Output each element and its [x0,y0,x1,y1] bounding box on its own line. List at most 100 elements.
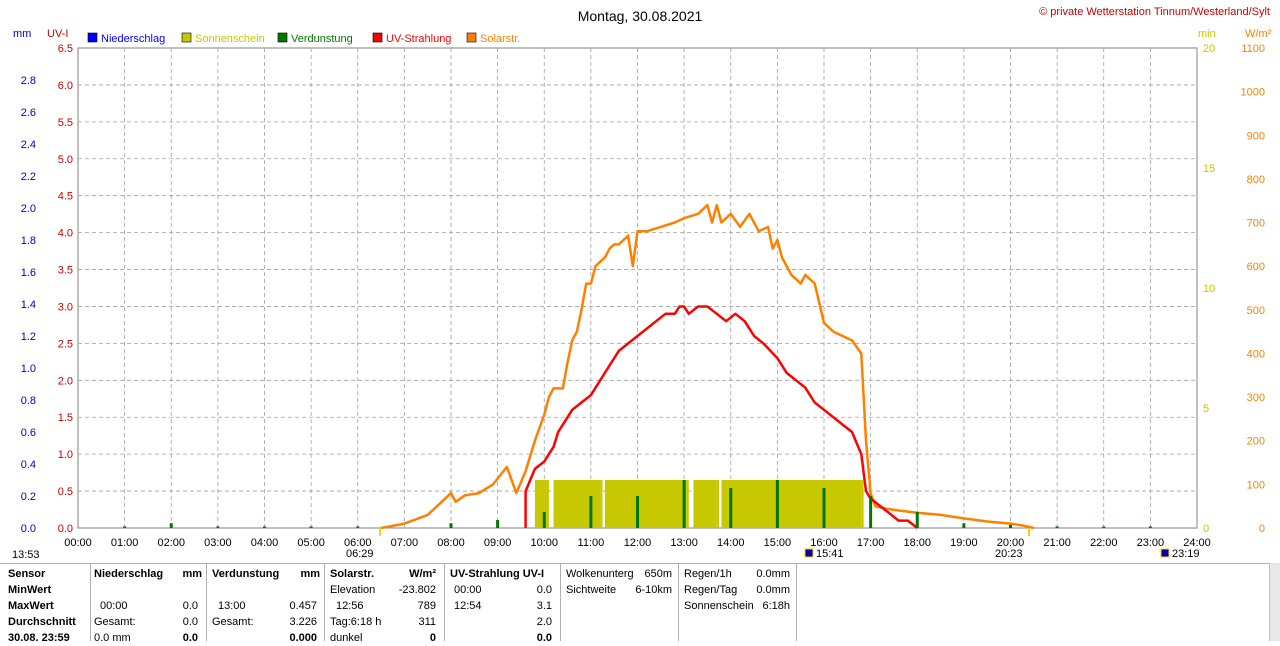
uv-tick-label: 4.0 [58,228,73,240]
legend-swatch [372,32,383,43]
legend-swatch [87,32,98,43]
time-marker-1: 15:41 [816,548,844,560]
x-tick-label: 20:00 [997,537,1025,549]
mm-tick-label: 0.2 [21,491,36,503]
wm2-tick-label: 1100 [1241,43,1265,55]
sunshine-bar [684,480,689,528]
solar-elevation-label: Elevation [330,584,376,596]
regentag-label: Regen/Tag [684,584,738,596]
x-tick-label: 17:00 [857,537,885,549]
x-tick-label: 19:00 [950,537,978,549]
regen1h-label: Regen/1h [684,568,732,580]
uv-tick-label: 1.5 [58,412,73,424]
stats-verdunstung-col: Verdunstung mm 13:00 0.457 Gesamt: 3.226 0.… [212,566,320,644]
regen1h-value: 0.0mm [756,568,790,580]
series-layer [123,203,1152,530]
verdunstung-header: Verdunstung [212,568,280,580]
wm2-tick-label: 400 [1247,348,1265,360]
uv-tick-label: 6.0 [58,80,73,92]
regentag-value: 0.0mm [756,584,790,596]
axis-ticks: 0.0 0.2 0.4 0.6 0.8 1.0 1.2 1.4 1.6 1.8 2.0 2.2 2.4 2… [21,43,1265,549]
x-tick-label: 10:00 [530,537,558,549]
sichtweite-value: 6-10km [635,584,672,596]
niederschlag-header: Niederschlag [94,568,164,580]
sunshine-bar [553,480,601,528]
verdunstung-max-time: 13:00 [218,600,246,612]
moon-icon [804,548,814,558]
sunshine-bar [693,480,717,528]
x-tick-label: 23:00 [1137,537,1165,549]
uv-tick-label: 3.0 [58,301,73,313]
solar-unit: W/m² [409,568,436,580]
x-tick-label: 04:00 [251,537,279,549]
verdunstung-unit: mm [300,568,320,580]
mm-tick-label: 0.6 [21,427,36,439]
axis-unit-uv: UV-I [47,28,68,40]
sonnenschein-label: Sonnenschein [684,600,754,612]
mm-tick-label: 2.8 [21,75,36,87]
sunshine-bar [534,480,545,528]
wm2-tick-label: 700 [1247,218,1265,230]
stats-wolken-col: Wolkenunterg 650m Sichtweite 6-10km [566,566,674,641]
legend-label: Solarstr. [480,33,520,45]
mm-tick-label: 2.0 [21,203,36,215]
time-marker-left: 13:53 [12,549,40,561]
stats-divider [324,563,325,641]
sunshine-bar [861,480,864,528]
mm-tick-label: 1.4 [21,299,36,311]
chart-title: Montag, 30.08.2021 [578,8,703,24]
stats-divider [206,563,207,641]
stats-sensor-col: Sensor MinWert MaxWert Durchschnitt 30.0… [8,566,90,644]
uv-tick-label: 6.5 [58,43,73,55]
uv-min-time: 00:00 [454,584,482,596]
niederschlag-gesamt-value: 0.0 [182,616,198,628]
wm2-tick-label: 200 [1247,436,1265,448]
solar-tag-value: 311 [418,616,436,628]
sunshine-bar [716,480,720,528]
stats-divider [90,563,91,641]
solar-header: Solarstr. [330,568,375,580]
niederschlag-last-left: 0.0 mm [94,632,131,644]
axis-unit-mm: mm [13,28,31,40]
sunset-marker: 20:23 [995,548,1023,560]
grid [77,47,1198,529]
wolken-value: 650m [644,568,672,580]
x-tick-label: 09:00 [484,537,512,549]
stats-regen-col: Regen/1h 0.0mm Regen/Tag 0.0mm Sonnenschei… [684,566,792,641]
wm2-tick-label: 600 [1247,261,1265,273]
x-tick-label: 15:00 [764,537,792,549]
x-tick-label: 22:00 [1090,537,1118,549]
x-tick-label: 13:00 [670,537,698,549]
x-tick-label: 02:00 [157,537,185,549]
sichtweite-label: Sichtweite [566,584,617,596]
legend-swatch [466,32,477,43]
solar-dunkel-value: 0 [429,632,436,644]
mm-tick-label: 2.6 [21,107,36,119]
verdunstung-gesamt-value: 3.226 [289,616,317,628]
time-markers: 13:53 06:29 20:23 15:41 23:19 [12,528,1200,561]
uv-tick-label: 0.0 [58,523,73,535]
stats-divider [444,563,445,641]
x-tick-label: 05:00 [297,537,325,549]
verdunstung-last-value: 0.000 [289,632,317,644]
label-durchschnitt: Durchschnitt [8,616,76,628]
mm-tick-label: 2.2 [21,171,36,183]
x-tick-label: 18:00 [903,537,931,549]
uv-tick-label: 2.5 [58,338,73,350]
uv-tick-label: 2.0 [58,375,73,387]
wm2-tick-label: 900 [1247,130,1265,142]
wm2-tick-label: 800 [1247,174,1265,186]
stats-niederschlag-col: Niederschlag mm 00:00 0.0 Gesamt: 0.0 0.0 m… [94,566,202,644]
min-tick-label: 15 [1203,163,1215,175]
scrollbar[interactable] [1269,563,1280,641]
min-tick-label: 10 [1203,283,1215,295]
stats-top-divider [0,563,1280,564]
weather-chart: Montag, 30.08.2021 © private Wetterstati… [12,6,1272,561]
legend-swatch [181,32,192,43]
verdunstung-max-value: 0.457 [289,600,317,612]
x-tick-label: 00:00 [64,537,92,549]
legend-label: Niederschlag [101,33,165,45]
mm-tick-label: 2.4 [21,139,36,151]
x-tick-label: 08:00 [437,537,465,549]
moon-icon [1160,548,1170,558]
